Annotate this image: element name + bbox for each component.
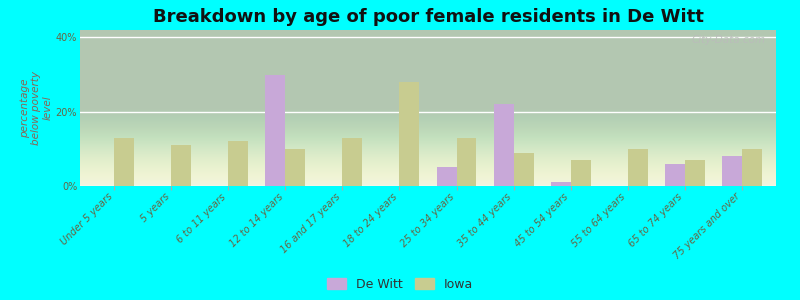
Bar — [457, 138, 477, 186]
Bar — [628, 149, 648, 186]
Bar — [570, 160, 590, 186]
Text: City-Data.com: City-Data.com — [691, 35, 766, 45]
Bar — [228, 141, 248, 186]
Bar — [114, 138, 134, 186]
Bar — [286, 149, 306, 186]
Title: Breakdown by age of poor female residents in De Witt: Breakdown by age of poor female resident… — [153, 8, 703, 26]
Bar — [494, 104, 514, 186]
Bar — [266, 75, 286, 186]
Bar — [514, 153, 534, 186]
Bar — [342, 138, 362, 186]
Legend: De Witt, Iowa: De Witt, Iowa — [327, 278, 473, 291]
Y-axis label: percentage
below poverty
level: percentage below poverty level — [20, 71, 53, 145]
Bar — [665, 164, 685, 186]
Bar — [171, 145, 191, 186]
Bar — [399, 82, 419, 186]
Bar — [550, 182, 570, 186]
Bar — [722, 156, 742, 186]
Bar — [685, 160, 705, 186]
Bar — [742, 149, 762, 186]
Bar — [437, 167, 457, 186]
